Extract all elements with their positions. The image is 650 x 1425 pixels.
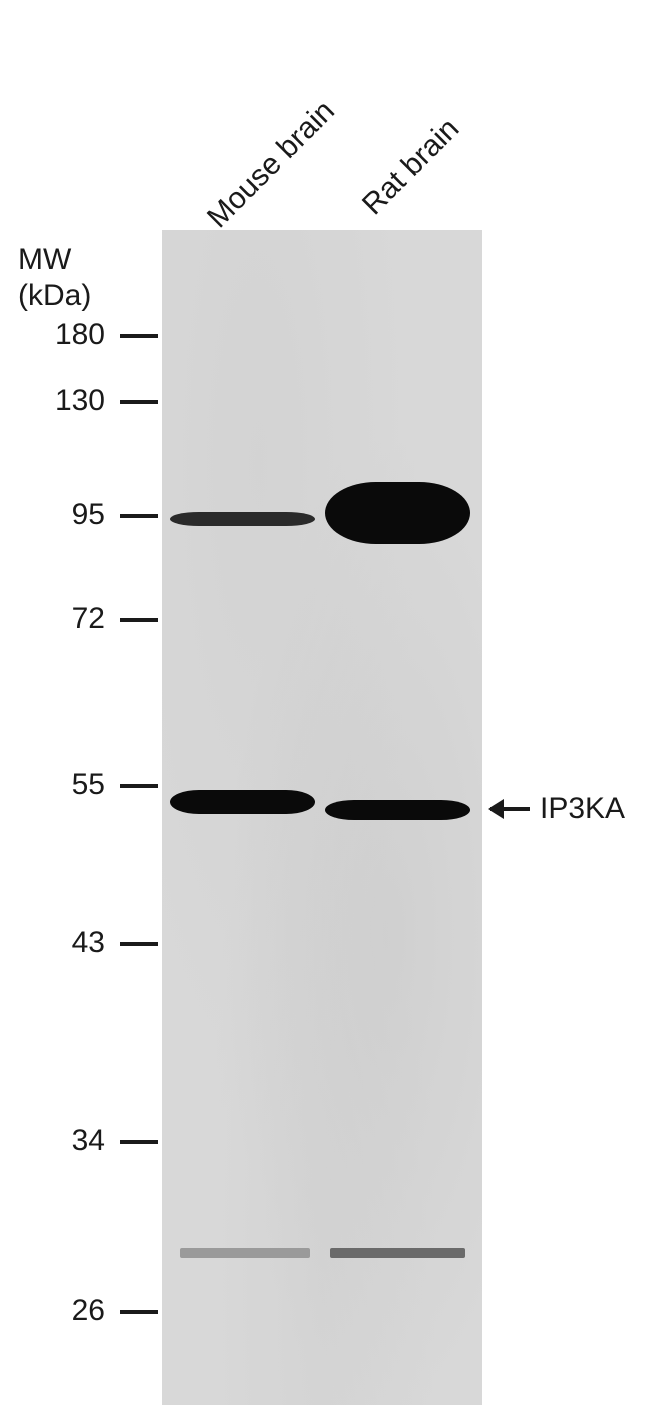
mw-marker-55: 55 xyxy=(60,768,105,802)
mw-tick xyxy=(120,1310,158,1314)
mw-tick xyxy=(120,942,158,946)
arrow-left-icon xyxy=(490,807,530,811)
mw-header-line1: MW xyxy=(18,242,91,278)
mw-tick xyxy=(120,514,158,518)
mw-marker-130: 130 xyxy=(45,384,105,418)
blot-membrane xyxy=(162,230,482,1405)
mw-marker-95: 95 xyxy=(60,498,105,532)
band-lane1-28kda xyxy=(180,1248,310,1258)
mw-header-line2: (kDa) xyxy=(18,278,91,314)
mw-tick xyxy=(120,1140,158,1144)
mw-marker-26: 26 xyxy=(60,1294,105,1328)
band-lane1-ip3ka xyxy=(170,790,315,814)
mw-tick xyxy=(120,400,158,404)
lane-label-2: Rat brain xyxy=(356,112,466,222)
target-label-text: IP3KA xyxy=(540,792,625,826)
western-blot-figure: Mouse brain Rat brain MW (kDa) 180 130 9… xyxy=(0,0,650,1425)
band-lane2-ip3ka xyxy=(325,800,470,820)
mw-tick xyxy=(120,618,158,622)
mw-marker-43: 43 xyxy=(60,926,105,960)
mw-marker-72: 72 xyxy=(60,602,105,636)
mw-marker-180: 180 xyxy=(45,318,105,352)
lane-label-text: Mouse brain xyxy=(201,94,341,234)
mw-marker-34: 34 xyxy=(60,1124,105,1158)
band-lane1-90kda xyxy=(170,512,315,526)
band-lane2-28kda xyxy=(330,1248,465,1258)
mw-header: MW (kDa) xyxy=(18,242,91,314)
mw-tick xyxy=(120,784,158,788)
band-lane2-90kda xyxy=(325,482,470,544)
target-protein-label: IP3KA xyxy=(490,792,625,826)
mw-tick xyxy=(120,334,158,338)
lane-label-text: Rat brain xyxy=(356,112,465,221)
lane-label-1: Mouse brain xyxy=(201,94,342,235)
